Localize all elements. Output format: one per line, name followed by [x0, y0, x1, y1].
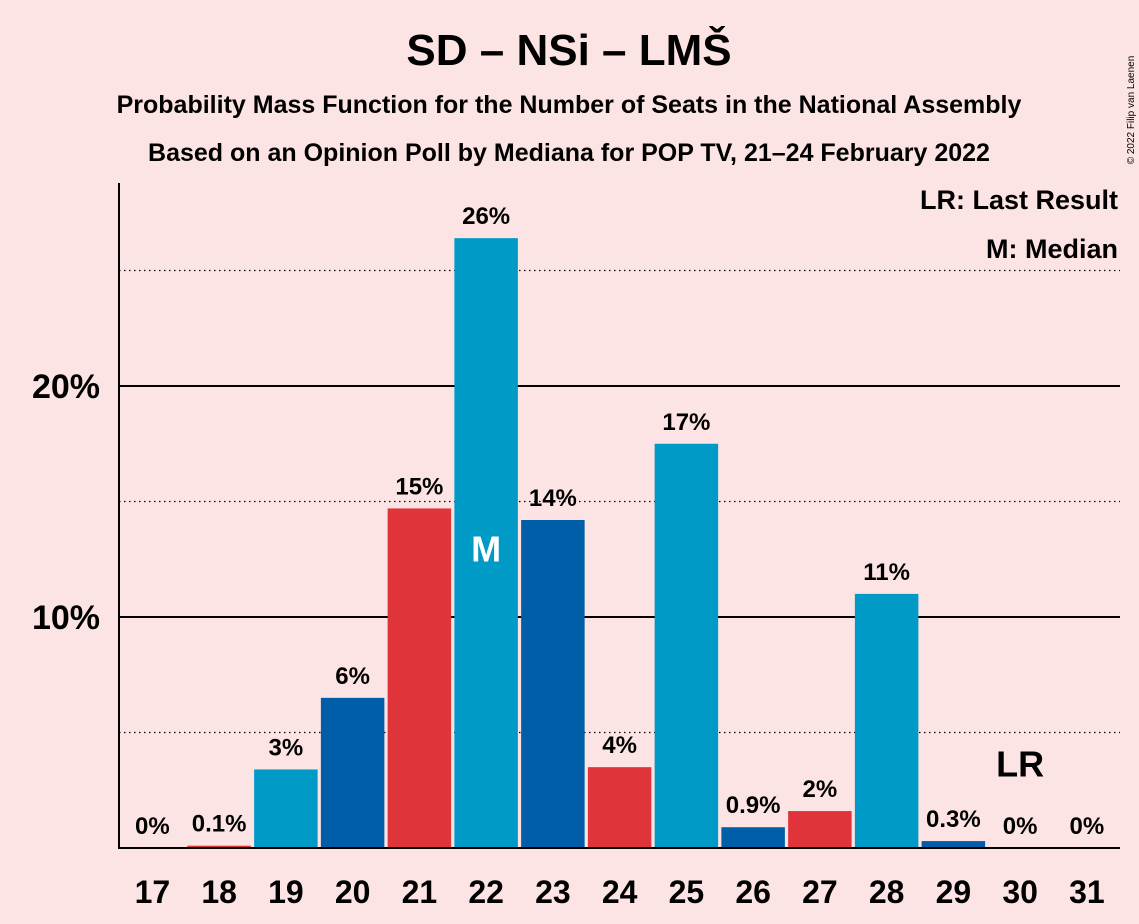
markers: M LR	[471, 529, 1044, 785]
legend-median: M: Median	[986, 234, 1118, 264]
bar-28	[854, 593, 919, 848]
data-label-18: 0.1%	[192, 811, 247, 838]
bar-23	[521, 519, 585, 848]
bars	[187, 238, 986, 848]
bar-20	[320, 697, 385, 848]
data-label-23: 14%	[529, 485, 577, 512]
x-tick-label-31: 31	[1069, 874, 1105, 910]
data-label-25: 17%	[662, 409, 710, 436]
y-axis-ticks: 10% 20%	[32, 368, 100, 637]
x-tick-label-28: 28	[869, 874, 905, 910]
x-tick-label-21: 21	[402, 874, 438, 910]
x-tick-label-25: 25	[669, 874, 705, 910]
y-tick-label: 10%	[32, 599, 100, 637]
bar-29	[921, 841, 986, 848]
x-tick-label-19: 19	[268, 874, 304, 910]
x-tick-label-29: 29	[936, 874, 972, 910]
chart-subtitle-1: Probability Mass Function for the Number…	[117, 91, 1022, 119]
bar-26	[721, 827, 785, 848]
x-tick-label-26: 26	[735, 874, 771, 910]
bar-27	[788, 811, 852, 848]
x-tick-label-17: 17	[135, 874, 171, 910]
x-axis-ticks: 17 18 19 20 21 22 23 24 25 26 27 28 29 30 31	[135, 874, 1105, 910]
data-label-24: 4%	[602, 732, 637, 759]
bar-25	[654, 443, 719, 848]
data-label-17: 0%	[135, 813, 170, 840]
data-label-27: 2%	[803, 776, 838, 803]
x-tick-label-30: 30	[1002, 874, 1038, 910]
legend-last-result: LR: Last Result	[920, 185, 1118, 215]
data-label-19: 3%	[269, 734, 304, 761]
bar-24	[587, 767, 652, 848]
bar-21	[387, 508, 452, 848]
x-tick-label-27: 27	[802, 874, 838, 910]
data-label-21: 15%	[395, 473, 443, 500]
data-label-26: 0.9%	[726, 792, 781, 819]
data-label-22: 26%	[462, 203, 510, 230]
chart-title: SD – NSi – LMŠ	[406, 24, 731, 75]
data-label-31: 0%	[1070, 813, 1105, 840]
x-tick-label-18: 18	[201, 874, 237, 910]
gridlines	[119, 269, 1120, 734]
bar-19	[254, 769, 318, 848]
chart-subtitle-2: Based on an Opinion Poll by Mediana for …	[148, 139, 990, 167]
copyright-text: © 2022 Filip van Laenen	[1126, 56, 1137, 165]
data-label-20: 6%	[335, 663, 370, 690]
data-label-28: 11%	[863, 559, 910, 586]
data-labels: 0% 0.1% 3% 6% 15% 26% 14% 4% 17% 0.9% 2% 11% 0.3% 0% 0…	[135, 203, 1104, 840]
x-tick-label-23: 23	[535, 874, 571, 910]
median-marker: M	[471, 529, 501, 570]
data-label-29: 0.3%	[926, 806, 981, 833]
bar-22	[454, 238, 518, 848]
bar-18	[187, 845, 251, 848]
last-result-marker: LR	[996, 743, 1044, 784]
x-tick-label-20: 20	[335, 874, 371, 910]
x-tick-label-24: 24	[602, 874, 638, 910]
x-tick-label-22: 22	[468, 874, 504, 910]
data-label-30: 0%	[1003, 813, 1038, 840]
y-tick-label: 20%	[32, 368, 100, 406]
